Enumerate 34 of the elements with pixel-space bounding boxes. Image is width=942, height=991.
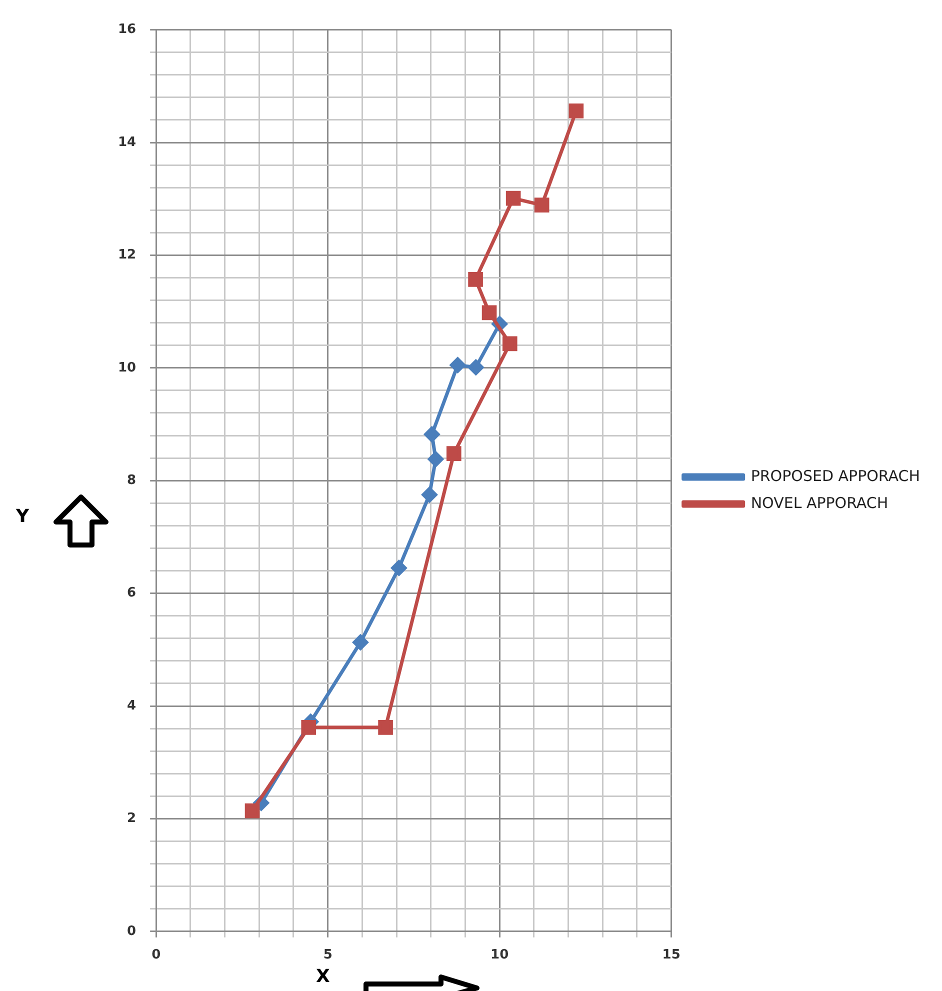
- point: [450, 357, 466, 373]
- point: [428, 451, 444, 467]
- x-tick-label: 0: [152, 948, 161, 963]
- point: [424, 426, 440, 442]
- point: [468, 272, 483, 287]
- y-tick-label: 0: [127, 924, 136, 939]
- x-tick-label: 10: [490, 948, 509, 963]
- point: [378, 720, 393, 735]
- point: [352, 634, 368, 650]
- point: [468, 360, 484, 376]
- x-tick-label: 15: [662, 948, 680, 963]
- y-tick-label: 10: [118, 360, 136, 376]
- y-tick-label: 8: [127, 472, 136, 488]
- y-tick-label: 6: [127, 586, 136, 601]
- point: [482, 305, 497, 320]
- point: [301, 720, 316, 735]
- legend-label: NOVEL APPORACH: [750, 494, 888, 512]
- point: [502, 336, 518, 352]
- x-tick-label: 5: [323, 948, 332, 963]
- legend-label: PROPOSED APPORACH: [750, 466, 920, 485]
- x-axis-title: X: [316, 966, 330, 987]
- point: [534, 198, 550, 212]
- point: [446, 446, 462, 461]
- y-tick-label: 14: [118, 134, 136, 150]
- y-tick-label: 16: [118, 22, 136, 38]
- y-tick-label: 4: [127, 698, 136, 714]
- point: [568, 104, 584, 118]
- y-tick-label: 2: [127, 811, 136, 826]
- point: [422, 486, 438, 502]
- y-tick-label: 12: [118, 248, 136, 263]
- point: [391, 560, 407, 576]
- point: [506, 190, 521, 206]
- y-axis-title: Y: [16, 506, 30, 527]
- point: [244, 803, 260, 818]
